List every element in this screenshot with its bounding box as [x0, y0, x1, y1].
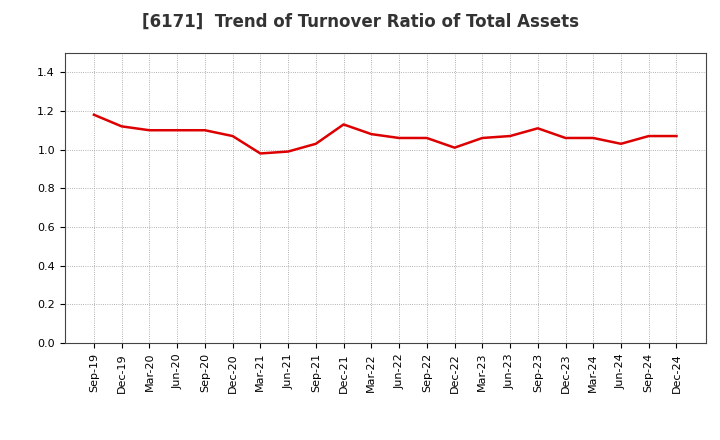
Text: [6171]  Trend of Turnover Ratio of Total Assets: [6171] Trend of Turnover Ratio of Total …: [142, 13, 578, 31]
